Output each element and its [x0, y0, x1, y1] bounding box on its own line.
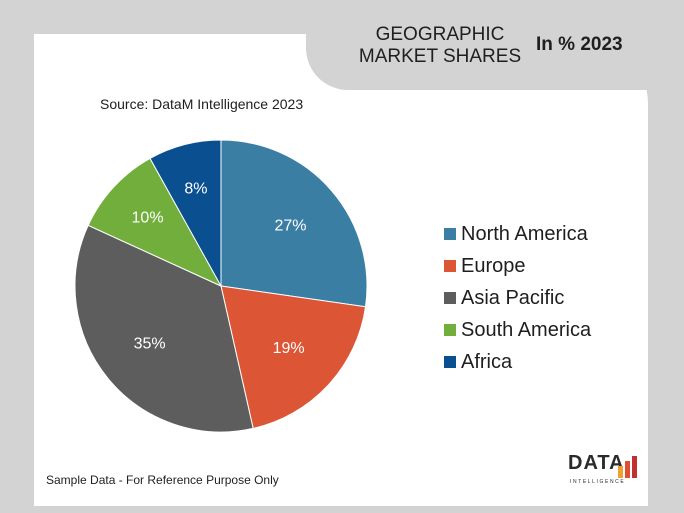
pie-slice-europe — [220, 285, 367, 430]
legend-label: Asia Pacific — [461, 286, 565, 309]
logo-bars-icon — [618, 456, 637, 478]
source-note: Source: DataM Intelligence 2023 — [100, 96, 304, 112]
legend-item-north-america: North America — [444, 218, 591, 250]
legend-item-europe: Europe — [444, 250, 591, 282]
slice-label-north-america: 27% — [275, 217, 307, 234]
legend-item-asia-pacific: Asia Pacific — [444, 282, 591, 314]
pie-slice-africa — [149, 139, 222, 288]
slice-label-africa: 8% — [184, 181, 207, 198]
legend-swatch — [444, 292, 456, 304]
pie-slice-north-america — [220, 139, 368, 308]
logo-bar — [618, 466, 623, 478]
title-tab — [306, 0, 684, 90]
legend-swatch — [444, 356, 456, 368]
pie-slice-south-america — [87, 157, 223, 288]
logo-subtitle: INTELLIGENCE — [570, 479, 626, 485]
legend-swatch — [444, 260, 456, 272]
legend-swatch — [444, 228, 456, 240]
legend-label: Europe — [461, 254, 526, 277]
legend-swatch — [444, 324, 456, 336]
slice-label-asia-pacific: 35% — [134, 336, 166, 353]
logo-bar — [625, 461, 630, 478]
footer-note: Sample Data - For Reference Purpose Only — [46, 473, 279, 487]
logo-bar — [632, 456, 637, 478]
slice-label-south-america: 10% — [132, 210, 164, 227]
legend-item-africa: Africa — [444, 346, 591, 378]
datam-logo: DATA INTELLIGENCE — [568, 452, 642, 494]
legend-label: South America — [461, 318, 592, 341]
legend-label: Africa — [461, 350, 513, 373]
pie-slice-asia-pacific — [74, 224, 254, 433]
legend-item-south-america: South America — [444, 314, 591, 346]
chart-year-label: In % 2023 — [536, 34, 623, 55]
logo-wordmark: DATA — [568, 452, 625, 474]
legend-label: North America — [461, 222, 588, 245]
slice-label-europe: 19% — [273, 340, 305, 357]
chart-title: GEOGRAPHIC MARKET SHARES — [358, 24, 522, 67]
chart-legend: North America Europe Asia Pacific South Ame… — [444, 218, 591, 378]
